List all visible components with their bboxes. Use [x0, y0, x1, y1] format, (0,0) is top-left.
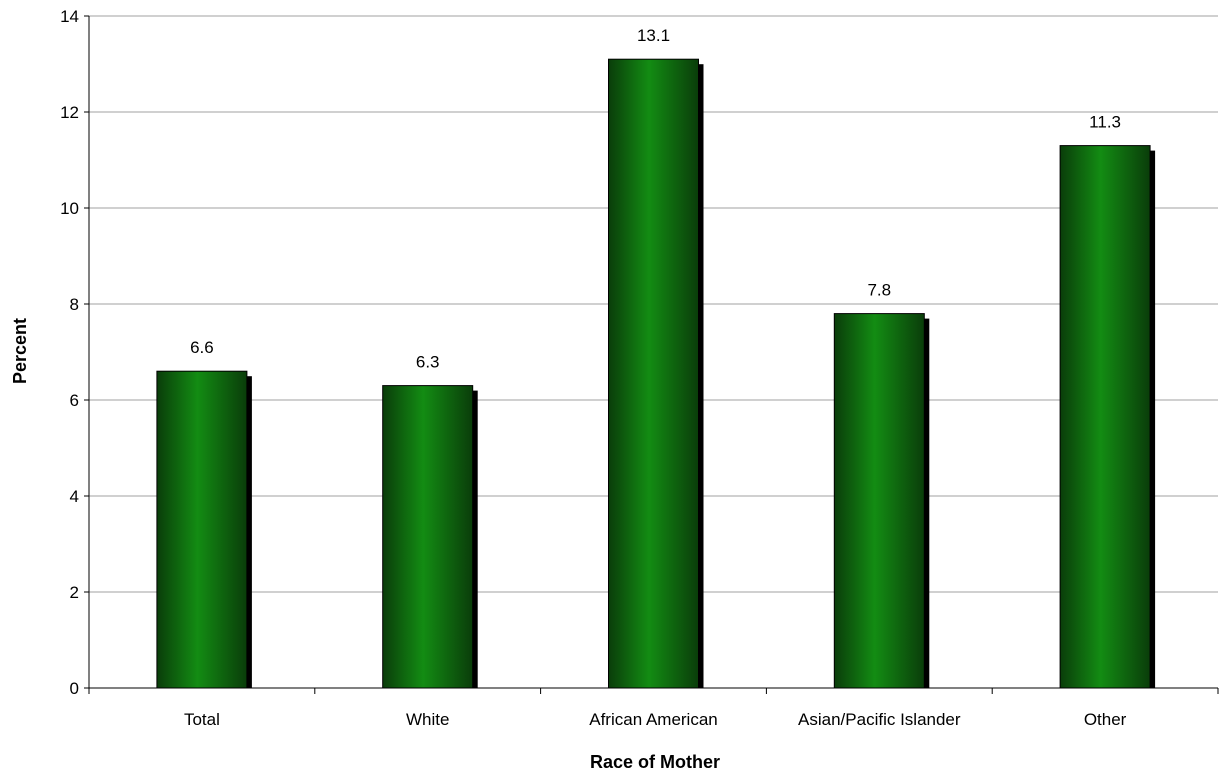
x-axis-title: Race of Mother: [590, 752, 720, 772]
data-label: 11.3: [1089, 113, 1121, 132]
x-tick-label: Other: [1084, 710, 1127, 729]
y-tick-label: 12: [60, 103, 79, 122]
x-tick-labels: Total White African American Asian/Pacific …: [184, 710, 1127, 729]
y-tick-label: 2: [70, 583, 79, 602]
y-axis-title: Percent: [10, 318, 30, 384]
y-tick-label: 10: [60, 199, 79, 218]
y-tick-label: 8: [70, 295, 79, 314]
y-tick-label: 4: [70, 487, 79, 506]
axes: [84, 15, 1219, 694]
y-tick-label: 14: [60, 7, 79, 26]
x-tick-label: White: [406, 710, 449, 729]
data-label: 13.1: [637, 26, 670, 45]
bar: [608, 58, 699, 689]
x-tick-label: African American: [589, 710, 718, 729]
bar: [382, 385, 474, 689]
data-label: 7.8: [867, 281, 891, 300]
y-tick-label: 6: [70, 391, 79, 410]
bar: [833, 313, 925, 689]
data-labels: 6.6 6.3 13.1 7.8 11.3: [190, 26, 1121, 371]
bar: [1059, 145, 1151, 689]
x-tick-label: Total: [184, 710, 220, 729]
y-tick-labels: 0 2 4 6 8 10 12 14: [60, 7, 79, 698]
x-tick-label: Asian/Pacific Islander: [798, 710, 961, 729]
data-label: 6.3: [416, 353, 440, 372]
y-tick-label: 0: [70, 679, 79, 698]
bar: [156, 370, 248, 689]
bars: [156, 58, 1151, 689]
data-label: 6.6: [190, 338, 214, 357]
